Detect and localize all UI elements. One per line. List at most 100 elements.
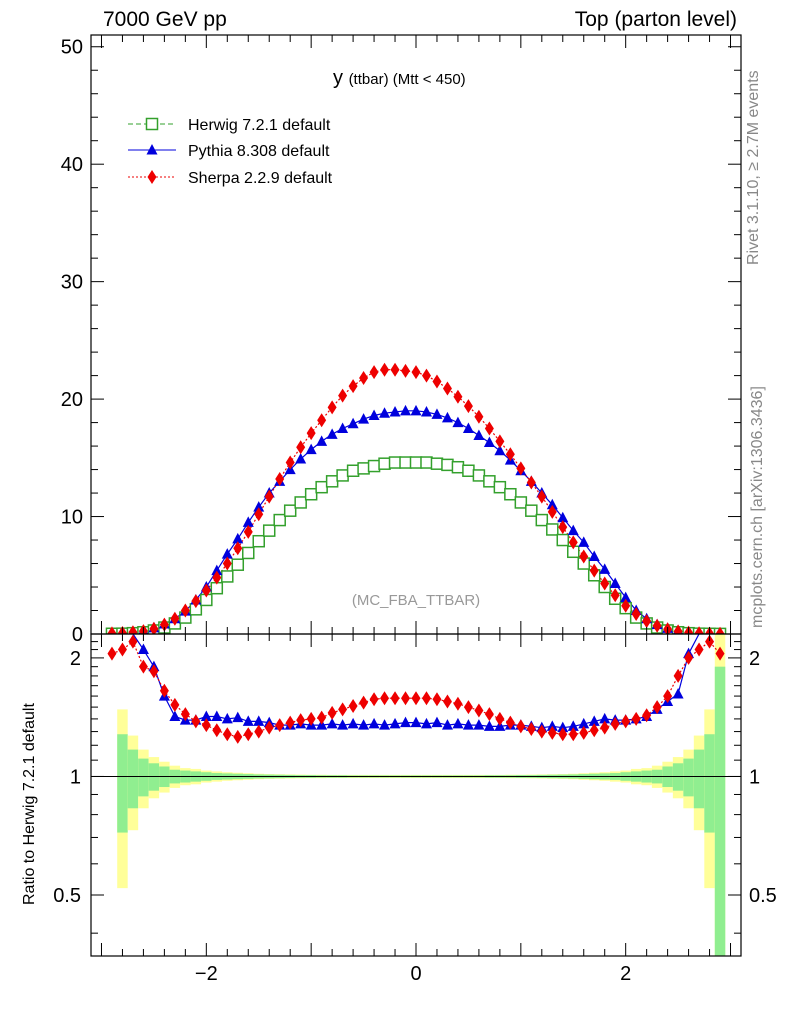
header-left-label: 7000 GeV pp [103,8,227,31]
sherpa-point [558,520,568,535]
ratio-y-tick-label-right: 0.5 [749,885,777,907]
ratio-pythia-point [483,720,495,731]
ratio-sherpa-point [254,724,264,739]
sherpa-point [107,626,117,634]
ratio-pythia-point [431,716,443,728]
pythia-point [620,591,632,603]
x-tick-label: 2 [620,963,631,985]
sherpa-point [201,583,211,598]
ratio-band-inner [672,763,684,791]
sherpa-point [233,541,243,556]
sherpa-point [610,588,620,603]
legend-pythia-label: Pythia 8.308 default [188,143,330,160]
ratio-pythia-point [221,712,233,724]
herwig-point [525,504,538,517]
ratio-sherpa-line [111,640,721,738]
ratio-pythia-point [672,687,684,699]
ratio-sherpa-point [652,700,662,715]
sherpa-point [516,461,526,476]
ratio-pythia-point [567,720,579,731]
analysis-watermark: (MC_FBA_TTBAR) [352,592,480,609]
pythia-point [588,550,600,561]
ratio-plot-frame [90,633,742,957]
ratio-pythia-point [410,716,422,728]
sherpa-point [264,489,274,504]
sherpa-point [338,388,348,403]
herwig-point [430,457,444,470]
sherpa-point [191,594,201,609]
sherpa-point [369,365,379,380]
ratio-pythia-point [389,717,401,729]
sherpa-point [579,549,589,564]
chart-title: y (ttbar) (Mtt < 450) [333,67,466,89]
ratio-band-inner [138,758,149,797]
ratio-pythia-point [169,710,181,721]
ratio-sherpa-point [201,718,211,733]
sherpa-point [306,426,316,441]
ratio-y-tick-label: 1 [70,766,81,788]
y-tick-label: 40 [61,154,83,176]
ratio-sherpa-point [264,720,274,735]
herwig-point [273,513,286,527]
ratio-sherpa-point [411,691,421,706]
pythia-point [441,411,453,423]
ratio-sherpa-point [149,664,159,679]
ratio-pythia-point [347,717,359,729]
ratio-sherpa-point [401,691,411,706]
sherpa-point [694,626,704,634]
herwig-point [535,513,549,527]
pythia-point [316,435,328,446]
ratio-sherpa-point [547,725,557,740]
sherpa-point [673,624,683,634]
ratio-pythia-point [557,721,569,733]
ratio-sherpa-point [684,650,694,665]
ratio-y-tick-label: 0.5 [53,885,81,907]
sherpa-point [453,389,463,404]
pythia-point [410,404,422,416]
ratio-band-inner [148,763,160,791]
ratio-sherpa-point [233,729,243,744]
pythia-point [221,548,233,559]
sherpa-point [484,421,494,436]
ratio-sherpa-point [484,707,494,722]
ratio-y-tick-label: 2 [70,648,81,670]
ratio-pythia-point [253,715,265,726]
sherpa-point [652,618,662,633]
pythia-point [452,416,464,428]
y-tick-label: 20 [61,389,83,411]
ratio-pythia-point [242,715,254,726]
pythia-point [557,511,569,523]
ratio-sherpa-point [663,689,673,704]
ratio-pythia-point [578,717,590,729]
ratio-pythia-point [337,719,349,730]
ratio-sherpa-point [338,702,348,717]
sherpa-point [401,363,411,378]
sherpa-point [170,611,180,626]
ratio-pythia-point [379,719,391,730]
sherpa-point [600,576,610,591]
sherpa-point [275,471,285,486]
ratio-pythia-point [137,643,149,655]
pythia-point [358,413,370,424]
ratio-sherpa-point [568,727,578,742]
ratio-sherpa-point [107,646,117,661]
sherpa-point [642,614,652,629]
pythia-point [379,407,391,418]
herwig-point [493,480,507,494]
ratio-sherpa-point [474,703,484,718]
legend-sherpa-label: Sherpa 2.2.9 default [188,170,333,187]
sherpa-point [421,368,431,383]
ratio-sherpa-point [421,691,431,706]
pythia-point [347,417,359,429]
ratio-sherpa-point [558,727,568,742]
main-plot-group [105,362,727,634]
pythia-point [567,524,579,536]
herwig-point [336,469,349,482]
ratio-pythia-point [326,717,338,729]
herwig-point [262,524,276,537]
legend-herwig-marker [145,117,159,131]
herwig-point [388,456,402,469]
ratio-sherpa-point [390,691,400,706]
ratio-pythia-point [441,719,453,730]
ratio-sherpa-point [694,642,704,657]
